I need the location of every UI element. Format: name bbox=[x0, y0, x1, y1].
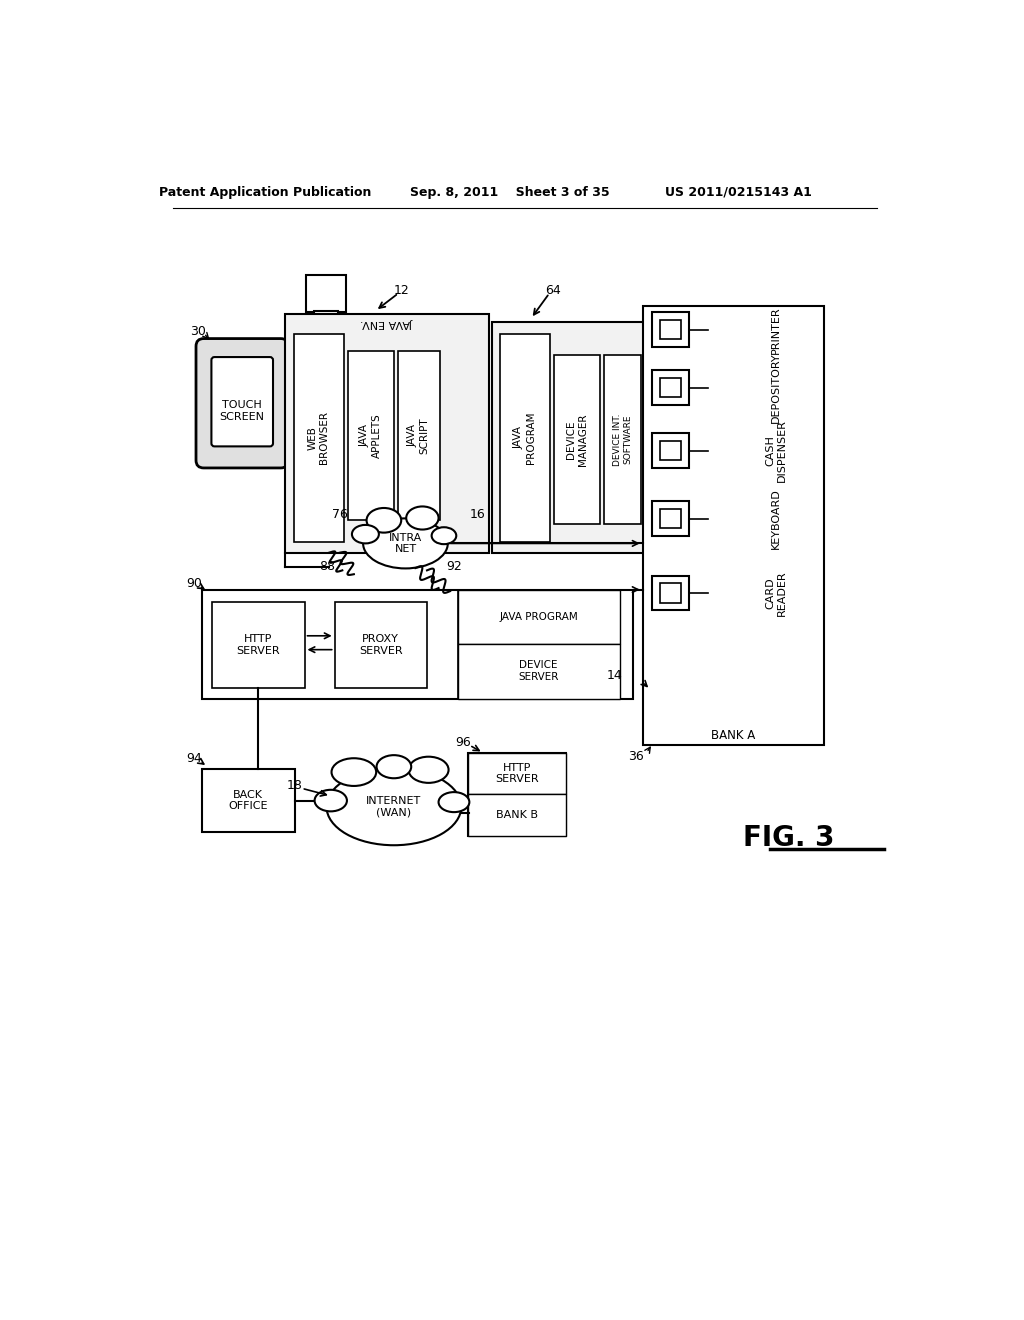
Bar bbox=[397, 351, 440, 520]
Text: 36: 36 bbox=[629, 750, 644, 763]
Text: JAVA
PROGRAM: JAVA PROGRAM bbox=[514, 412, 536, 465]
Bar bbox=[652, 576, 689, 610]
Text: DEVICE
MANAGER: DEVICE MANAGER bbox=[566, 413, 588, 466]
Bar bbox=[202, 770, 295, 832]
Ellipse shape bbox=[327, 768, 461, 845]
Text: JAVA
SCRIPT: JAVA SCRIPT bbox=[408, 417, 429, 454]
Bar bbox=[659, 321, 681, 339]
Bar bbox=[643, 306, 823, 744]
Ellipse shape bbox=[352, 525, 379, 544]
Text: HTTP
SERVER: HTTP SERVER bbox=[237, 634, 281, 656]
Bar bbox=[659, 441, 681, 461]
Text: 18: 18 bbox=[287, 779, 302, 792]
Text: 12: 12 bbox=[393, 284, 410, 297]
Ellipse shape bbox=[432, 527, 457, 544]
Text: 92: 92 bbox=[446, 560, 462, 573]
Text: INTRA
NET: INTRA NET bbox=[389, 532, 422, 554]
Bar bbox=[652, 313, 689, 347]
Ellipse shape bbox=[438, 792, 469, 812]
Text: BANK B: BANK B bbox=[496, 810, 538, 820]
Text: BACK
OFFICE: BACK OFFICE bbox=[228, 789, 268, 812]
Text: PROXY
SERVER: PROXY SERVER bbox=[359, 634, 402, 656]
Text: 96: 96 bbox=[456, 735, 471, 748]
Text: CASH
DISPENSER: CASH DISPENSER bbox=[765, 420, 786, 482]
Bar bbox=[652, 370, 689, 405]
Bar bbox=[458, 590, 620, 644]
Text: FIG. 3: FIG. 3 bbox=[743, 824, 835, 851]
Text: Sep. 8, 2011    Sheet 3 of 35: Sep. 8, 2011 Sheet 3 of 35 bbox=[410, 186, 609, 199]
Bar bbox=[500, 334, 550, 543]
Text: DEVICE INT.
SOFTWARE: DEVICE INT. SOFTWARE bbox=[613, 413, 632, 466]
Text: 64: 64 bbox=[545, 284, 560, 297]
Text: 88: 88 bbox=[318, 560, 335, 573]
Text: DEVICE
SERVER: DEVICE SERVER bbox=[518, 660, 559, 682]
Bar bbox=[458, 644, 620, 700]
Text: 76: 76 bbox=[332, 508, 348, 520]
Text: CARD
READER: CARD READER bbox=[765, 570, 786, 616]
Text: HTTP
SERVER: HTTP SERVER bbox=[496, 763, 539, 784]
Bar bbox=[202, 590, 634, 700]
Bar bbox=[468, 752, 566, 836]
Text: 94: 94 bbox=[185, 752, 202, 766]
Bar bbox=[285, 314, 488, 553]
Bar bbox=[659, 583, 681, 603]
Text: 30: 30 bbox=[190, 325, 206, 338]
Bar bbox=[659, 378, 681, 397]
Text: JAVA
APPLETS: JAVA APPLETS bbox=[360, 413, 382, 458]
Bar bbox=[554, 355, 600, 524]
Ellipse shape bbox=[409, 756, 449, 783]
Text: JAVA ENV.: JAVA ENV. bbox=[360, 318, 413, 329]
Text: WEB
BROWSER: WEB BROWSER bbox=[307, 412, 330, 465]
Bar bbox=[659, 508, 681, 528]
Text: 90: 90 bbox=[185, 577, 202, 590]
Ellipse shape bbox=[407, 507, 438, 529]
Text: BANK A: BANK A bbox=[711, 730, 756, 742]
Bar bbox=[468, 752, 566, 795]
Bar bbox=[458, 590, 620, 700]
Bar bbox=[652, 502, 689, 536]
Bar bbox=[348, 351, 394, 520]
Text: INTERNET
(WAN): INTERNET (WAN) bbox=[367, 796, 422, 817]
FancyBboxPatch shape bbox=[211, 358, 273, 446]
Text: JAVA PROGRAM: JAVA PROGRAM bbox=[500, 611, 578, 622]
Bar bbox=[604, 355, 641, 524]
Bar bbox=[335, 602, 427, 688]
Text: PRINTER: PRINTER bbox=[771, 306, 781, 354]
Text: US 2011/0215143 A1: US 2011/0215143 A1 bbox=[666, 186, 812, 199]
Bar bbox=[313, 312, 339, 322]
Text: 16: 16 bbox=[469, 508, 485, 520]
Ellipse shape bbox=[367, 508, 401, 533]
Bar bbox=[306, 276, 346, 313]
Bar bbox=[493, 322, 646, 553]
Bar bbox=[652, 433, 689, 469]
Text: KEYBOARD: KEYBOARD bbox=[771, 488, 781, 549]
Text: DEPOSITORY: DEPOSITORY bbox=[771, 352, 781, 424]
Bar bbox=[294, 334, 344, 543]
Text: Patent Application Publication: Patent Application Publication bbox=[159, 186, 372, 199]
Ellipse shape bbox=[314, 789, 347, 812]
Ellipse shape bbox=[332, 758, 376, 785]
Ellipse shape bbox=[377, 755, 412, 779]
Text: 14: 14 bbox=[606, 669, 622, 682]
Bar bbox=[212, 602, 304, 688]
FancyBboxPatch shape bbox=[196, 339, 289, 469]
Ellipse shape bbox=[364, 519, 447, 569]
Bar bbox=[468, 795, 566, 836]
Text: TOUCH
SCREEN: TOUCH SCREEN bbox=[220, 400, 265, 422]
